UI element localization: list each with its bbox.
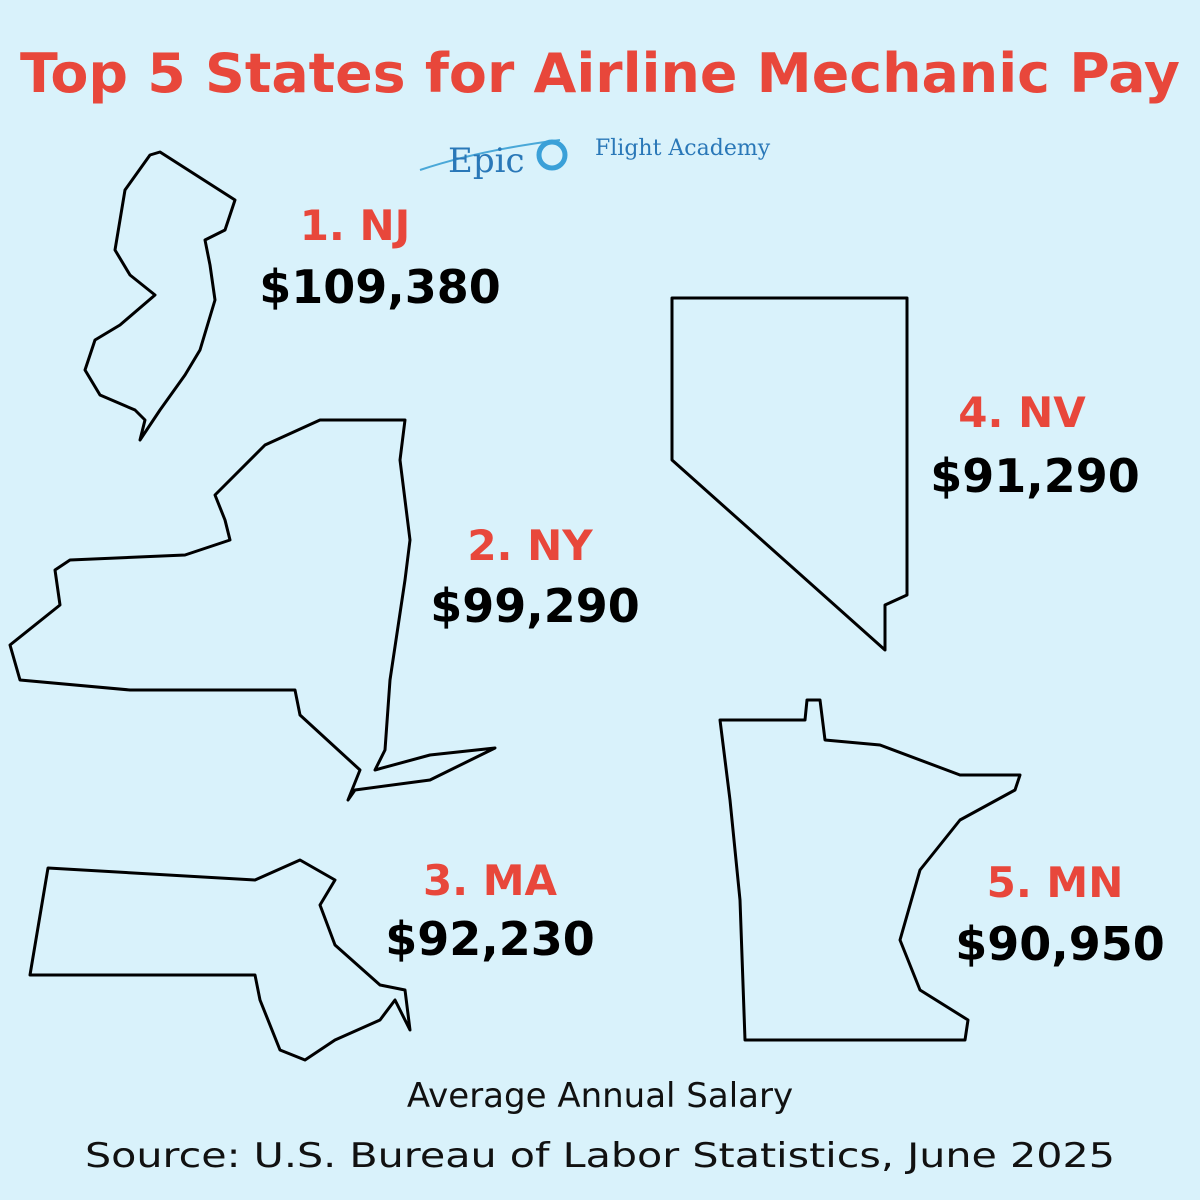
logo-name: Flight Academy (595, 136, 771, 161)
state-nv (670, 296, 909, 652)
state-salary: $90,950 (955, 917, 1165, 971)
footer-caption: Average Annual Salary (407, 1076, 793, 1116)
title: Top 5 States for Airline Mechanic Pay (20, 42, 1180, 105)
state-salary: $99,290 (430, 579, 640, 633)
state-salary: $109,380 (259, 260, 501, 314)
state-rank: 2. NY (467, 521, 593, 570)
state-ny (8, 418, 497, 802)
state-mn (718, 698, 1022, 1042)
logo-wave (536, 139, 568, 171)
state-salary: $92,230 (385, 912, 595, 966)
state-rank: 4. NV (958, 388, 1086, 437)
state-nj (83, 150, 237, 442)
state-salary: $91,290 (930, 449, 1140, 503)
state-rank: 3. MA (423, 856, 558, 905)
state-rank: 1. NJ (300, 201, 411, 250)
state-rank: 5. MN (987, 858, 1124, 907)
logo-swoosh (419, 139, 561, 171)
logo: Epic Flight Academy (419, 136, 771, 181)
footer-source: Source: U.S. Bureau of Labor Statistics,… (85, 1136, 1115, 1176)
logo-brand: Epic (448, 141, 525, 181)
state-ma (28, 858, 412, 1062)
